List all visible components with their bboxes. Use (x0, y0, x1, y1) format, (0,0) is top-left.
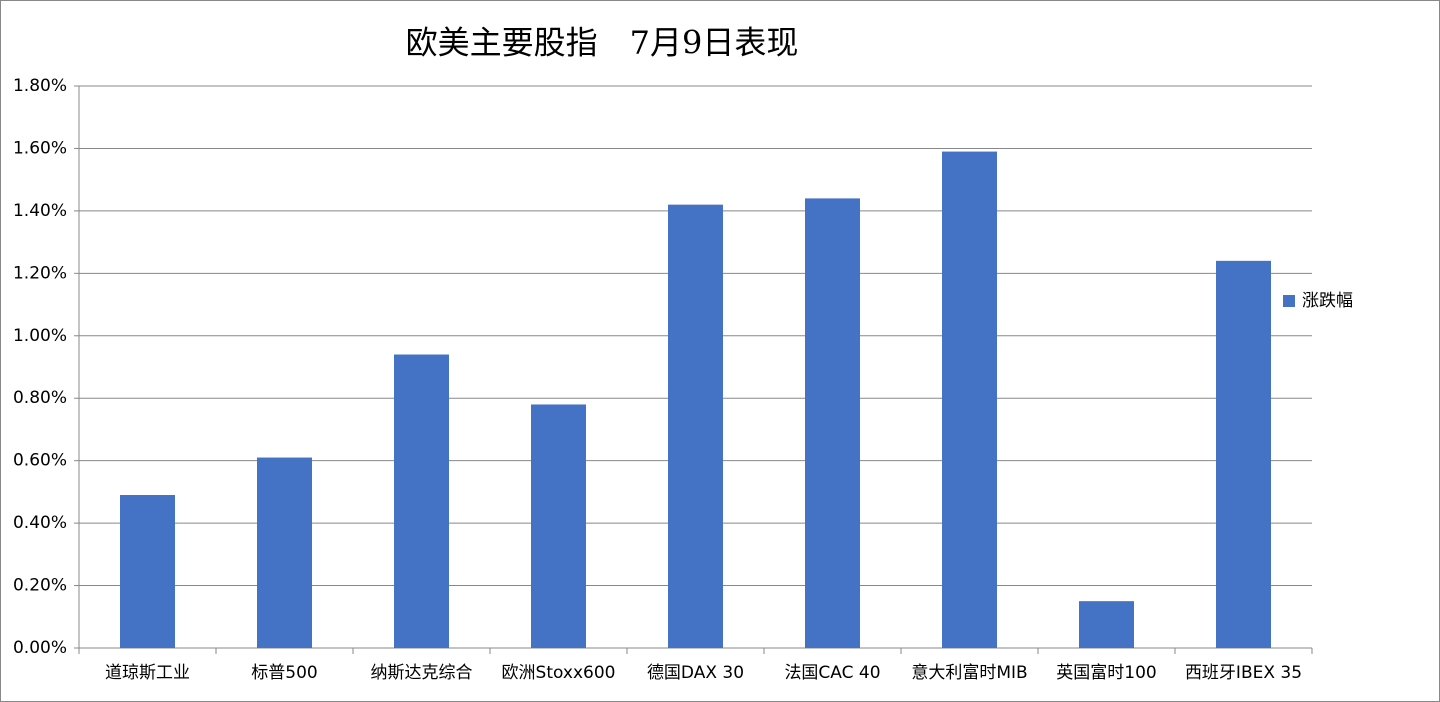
bar (394, 354, 449, 648)
y-tick-label: 1.00% (13, 326, 67, 346)
bar (805, 198, 860, 648)
y-tick-label: 1.80% (13, 76, 67, 96)
x-tick-label: 标普500 (251, 663, 317, 683)
y-tick-label: 0.40% (13, 513, 67, 533)
y-tick-label: 1.20% (13, 263, 67, 283)
bar (257, 457, 312, 648)
bar (120, 495, 175, 648)
x-tick-label: 意大利富时MIB (911, 663, 1027, 683)
y-tick-label: 1.60% (13, 138, 67, 158)
chart-title: 欧美主要股指 7月9日表现 (406, 24, 799, 62)
x-tick-label: 西班牙IBEX 35 (1185, 663, 1302, 683)
bar (1216, 260, 1271, 648)
x-tick-label: 纳斯达克综合 (371, 663, 473, 683)
legend-swatch (1283, 295, 1295, 307)
bar (531, 404, 586, 648)
y-tick-label: 0.20% (13, 576, 67, 596)
x-tick-label: 欧洲Stoxx600 (502, 663, 616, 683)
bar (668, 204, 723, 648)
y-tick-label: 0.00% (13, 638, 67, 658)
x-tick-label: 法国CAC 40 (784, 663, 880, 683)
y-tick-label: 1.40% (13, 201, 67, 221)
x-tick-label: 德国DAX 30 (647, 663, 744, 683)
x-tick-label: 道琼斯工业 (105, 663, 190, 683)
legend-label: 涨跌幅 (1302, 291, 1353, 311)
x-tick-label: 英国富时100 (1056, 663, 1156, 683)
bar (942, 151, 997, 649)
bar (1079, 601, 1134, 648)
y-tick-label: 0.60% (13, 451, 67, 471)
y-tick-label: 0.80% (13, 388, 67, 408)
